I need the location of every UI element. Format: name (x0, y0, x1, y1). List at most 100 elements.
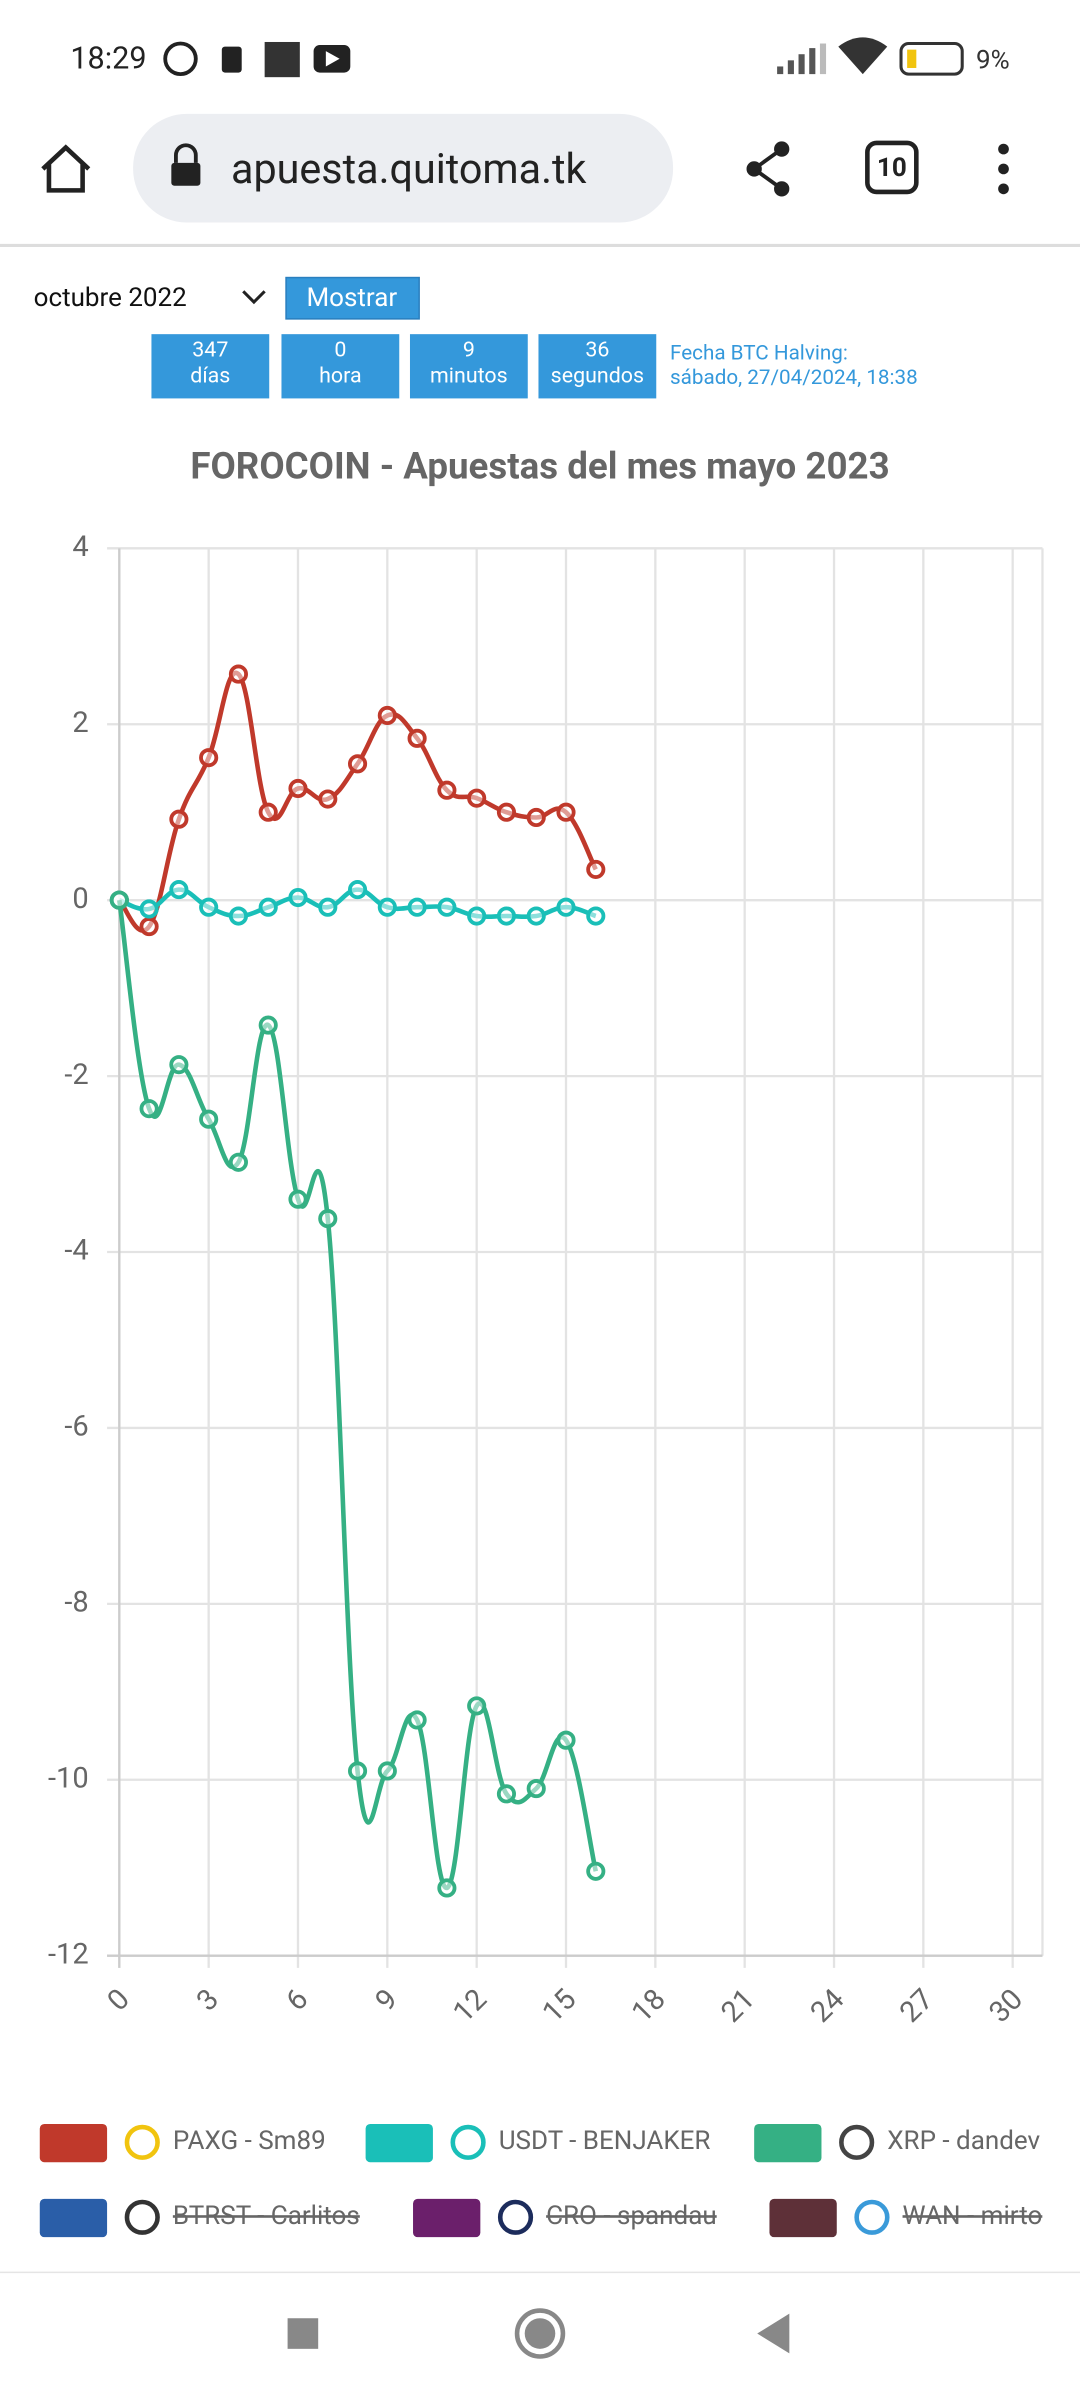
data-point (496, 802, 517, 822)
legend-label[interactable]: BTRST - Carlitos (173, 2201, 360, 2231)
tabs-button[interactable] (865, 140, 919, 195)
data-point (258, 802, 278, 822)
data-point (437, 1878, 457, 1898)
legend-swatch[interactable] (365, 2123, 433, 2163)
data-point (407, 1710, 427, 1730)
alarm-icon (163, 41, 198, 77)
legend-label[interactable]: WAN - mirto (903, 2201, 1043, 2231)
url-text: apuesta.quitoma.tk (231, 146, 587, 194)
legend-icon (450, 2124, 486, 2160)
halving-label: Fecha BTC Halving: (670, 342, 848, 366)
chart-title: FOROCOIN - Apuestas del mes mayo 2023 (190, 444, 889, 487)
countdown-unit: días (190, 364, 230, 389)
countdown-box (409, 334, 528, 399)
x-tick-label: 0 (101, 1983, 137, 2019)
halving-date: sábado, 27/04/2024, 18:38 (670, 366, 918, 390)
data-point (347, 754, 368, 774)
data-point (318, 789, 338, 809)
data-point (586, 906, 606, 926)
countdown-value: 9 (463, 338, 475, 363)
countdown-value: 36 (585, 338, 609, 363)
data-point (467, 788, 487, 808)
data-point (556, 897, 576, 917)
legend-label[interactable]: USDT - BENJAKER (499, 2126, 711, 2156)
countdown-value: 347 (192, 338, 228, 363)
data-point (258, 1015, 278, 1035)
legend-swatch[interactable] (39, 2123, 108, 2163)
y-tick-label: -8 (64, 1586, 88, 1620)
legend-swatch[interactable] (769, 2198, 837, 2238)
legend-label[interactable]: PAXG - Sm89 (173, 2126, 326, 2156)
share-button[interactable] (746, 141, 790, 197)
data-point (467, 906, 487, 926)
countdown-value: 0 (334, 338, 346, 363)
x-tick-label: 18 (625, 1983, 672, 2030)
y-tick-label: -6 (64, 1410, 88, 1444)
legend-label[interactable]: XRP - dandev (887, 2126, 1040, 2156)
x-tick-label: 9 (369, 1983, 405, 2019)
lock-icon (171, 162, 201, 186)
menu-button[interactable] (998, 143, 1009, 195)
url-bar[interactable] (133, 113, 674, 223)
show-button-text: Mostrar (306, 283, 397, 313)
clock: 18:29 (70, 41, 146, 76)
x-tick-label: 21 (715, 1983, 762, 2030)
battery-level (907, 49, 917, 68)
y-tick-label: 2 (72, 706, 88, 740)
lock-icon (174, 143, 198, 163)
legend-icon (124, 2199, 160, 2235)
battery-icon (899, 41, 964, 76)
month-select[interactable]: octubre 2022 (34, 283, 187, 313)
data-point (407, 728, 427, 748)
legend-icon (854, 2199, 890, 2235)
legend-icon (124, 2124, 160, 2160)
legend-swatch[interactable] (39, 2198, 108, 2238)
data-point (199, 1109, 219, 1129)
data-point (288, 1189, 308, 1209)
data-point (407, 897, 427, 917)
legend: PAXG - Sm89 USDT - BENJAKER XRP - dandev BT… (39, 2123, 1043, 2238)
back-button[interactable] (757, 2313, 790, 2354)
x-tick-label: 15 (536, 1983, 583, 2030)
data-point (258, 897, 278, 917)
signal-icon (777, 43, 827, 75)
youtube-icon (325, 51, 340, 67)
countdown-box (151, 334, 270, 399)
battery-text: 9% (976, 46, 1010, 76)
data-point (586, 1861, 606, 1881)
wifi-icon (838, 37, 888, 75)
legend-swatch[interactable] (754, 2123, 822, 2163)
data-point (169, 809, 189, 829)
countdown-unit: segundos (551, 364, 644, 389)
y-tick-label: -10 (48, 1761, 89, 1795)
data-point (347, 1761, 368, 1781)
x-tick-label: 3 (190, 1983, 226, 2019)
data-point (199, 897, 219, 917)
status-icon (264, 41, 300, 78)
data-point (556, 1730, 576, 1750)
data-point (318, 1209, 338, 1229)
legend-label[interactable]: CRO - spandau (546, 2201, 717, 2231)
x-tick-label: 30 (983, 1983, 1030, 2030)
y-tick-label: -4 (64, 1234, 88, 1268)
data-point (377, 897, 397, 917)
countdown-unit: minutos (430, 364, 508, 389)
data-point (288, 887, 308, 908)
data-point (139, 1099, 159, 1119)
home-nav-button[interactable] (514, 2308, 566, 2359)
data-point (288, 778, 308, 799)
x-tick-label: 6 (280, 1983, 316, 2019)
countdown-unit: hora (319, 364, 361, 389)
recents-button[interactable] (287, 2318, 319, 2349)
x-tick-label: 24 (804, 1983, 851, 2030)
tabs-count: 10 (877, 153, 907, 183)
legend-swatch[interactable] (413, 2198, 481, 2238)
countdown-box (281, 334, 400, 399)
data-point (347, 880, 368, 900)
show-button[interactable] (285, 276, 420, 320)
home-button[interactable] (41, 144, 91, 193)
